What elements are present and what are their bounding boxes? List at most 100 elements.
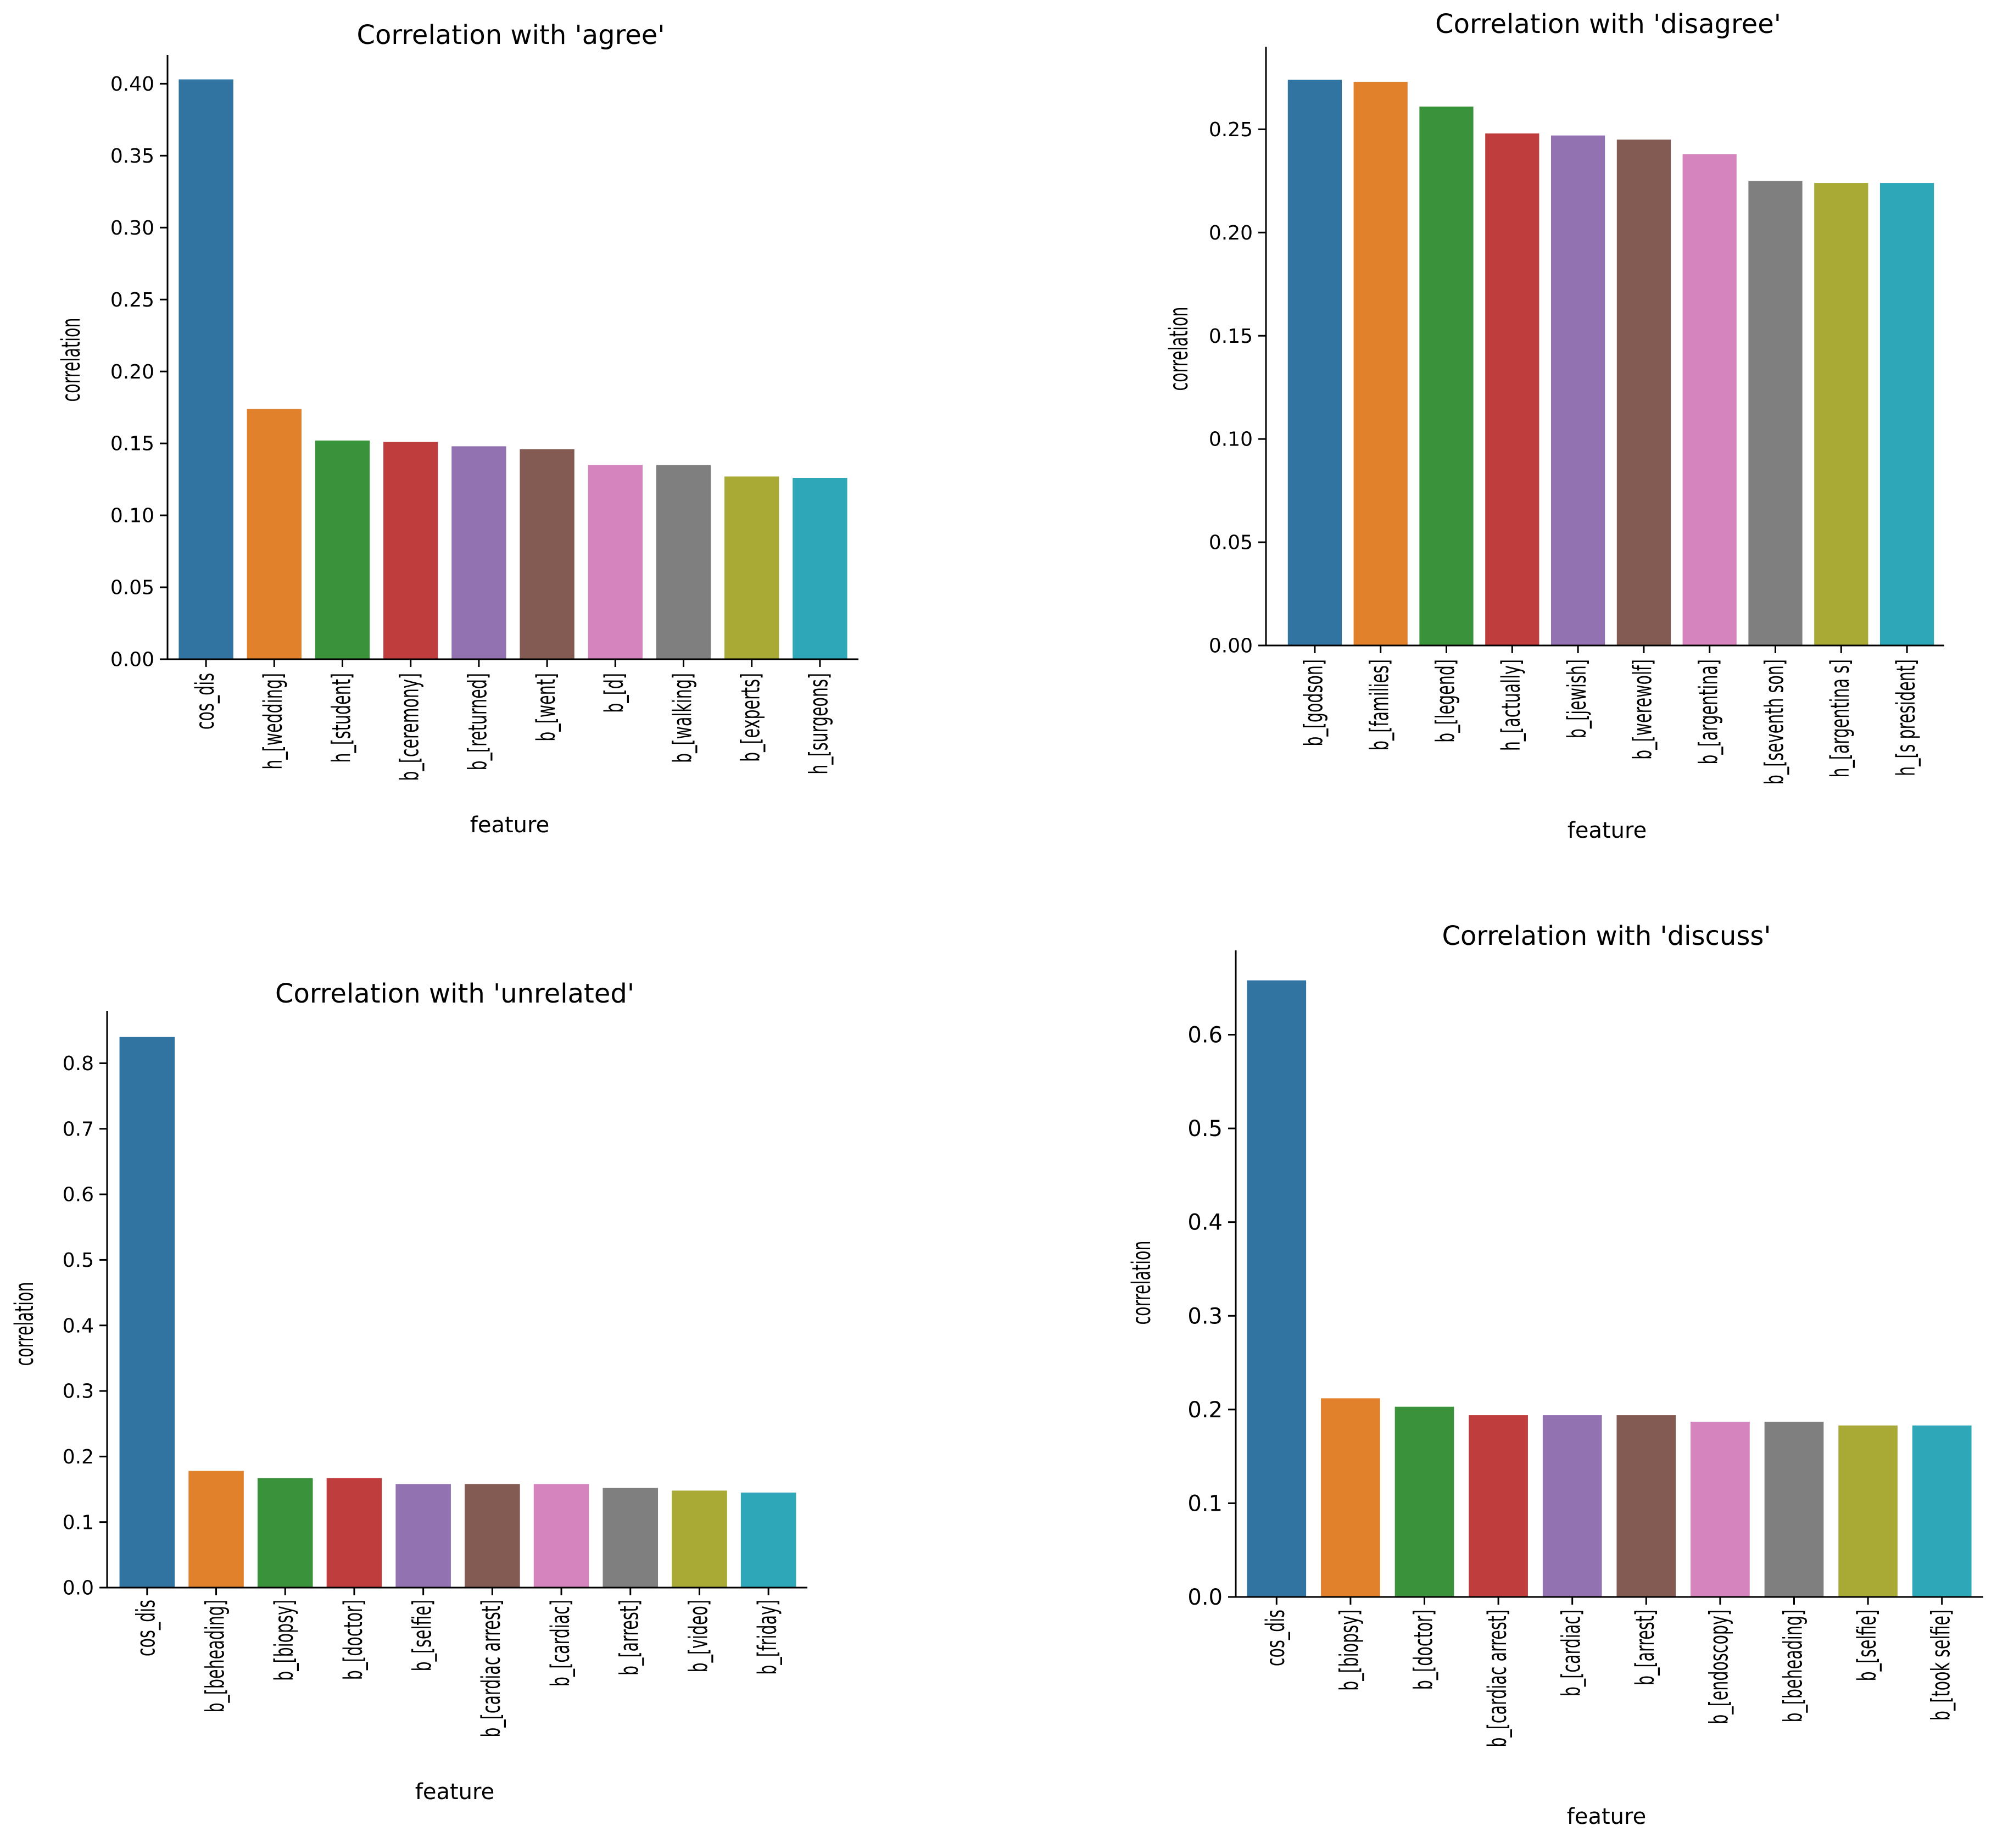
y-tick-label: 0.2 bbox=[1187, 1398, 1223, 1423]
y-tick-label: 0.25 bbox=[1209, 119, 1253, 141]
x-tick-label: b_[took selfie] bbox=[1926, 1610, 1956, 1721]
x-tick-label: b_[families] bbox=[1365, 659, 1394, 750]
bar-2 bbox=[1394, 1406, 1454, 1597]
bar-2 bbox=[1419, 107, 1474, 645]
x-tick-label: b_[cardiac] bbox=[546, 1600, 576, 1686]
chart-discuss: Correlation with 'discuss' correlation f… bbox=[1127, 921, 1983, 1829]
axes bbox=[166, 55, 858, 660]
bar-3 bbox=[326, 1478, 382, 1588]
bar-8 bbox=[1814, 183, 1868, 645]
bar-3 bbox=[1485, 133, 1539, 646]
y-tick-label: 0.20 bbox=[1209, 222, 1253, 244]
bar-5 bbox=[520, 449, 574, 659]
y-tick-label: 0.6 bbox=[63, 1184, 94, 1206]
bar-1 bbox=[1353, 81, 1408, 646]
x-tick-label: b_[ceremony] bbox=[395, 673, 425, 781]
y-tick-label: 0.00 bbox=[1209, 635, 1253, 658]
bar-6 bbox=[588, 465, 643, 659]
bar-0 bbox=[1287, 80, 1342, 645]
x-tick-label: b_[arrest] bbox=[615, 1600, 644, 1676]
bar-4 bbox=[451, 446, 506, 659]
bar-4 bbox=[1542, 1415, 1602, 1597]
x-tick-label: b_[doctor] bbox=[339, 1600, 369, 1680]
y-tick-label: 0.3 bbox=[1187, 1304, 1223, 1329]
x-tick-label: b_[argentina] bbox=[1694, 659, 1723, 765]
bars bbox=[1287, 80, 1934, 646]
x-axis-label: feature bbox=[1567, 1804, 1646, 1829]
x-tick-label: b_[jewish] bbox=[1563, 659, 1592, 738]
bar-1 bbox=[188, 1471, 244, 1588]
bar-8 bbox=[724, 476, 779, 659]
x-tick-label: b_[d] bbox=[600, 673, 629, 713]
x-tick-label: b_[beheading] bbox=[200, 1600, 230, 1713]
x-tick-label: b_[werewolf] bbox=[1628, 659, 1658, 760]
bar-9 bbox=[1912, 1425, 1972, 1597]
y-tick-label: 0.5 bbox=[1187, 1116, 1223, 1142]
x-tick-label: b_[godson] bbox=[1299, 659, 1329, 747]
chart-disagree: Correlation with 'disagree' correlation … bbox=[1164, 9, 1944, 843]
bar-0 bbox=[1247, 980, 1307, 1597]
bar-6 bbox=[533, 1484, 589, 1588]
bar-7 bbox=[1764, 1422, 1824, 1597]
bar-3 bbox=[1469, 1415, 1528, 1597]
x-tick-label: b_[video] bbox=[684, 1600, 713, 1673]
x-tick-label: cos_dis bbox=[132, 1600, 161, 1656]
y-axis-label: correlation bbox=[1127, 1240, 1157, 1324]
x-tick-label: b_[experts] bbox=[736, 673, 766, 762]
bars bbox=[1247, 980, 1972, 1597]
chart-agree: Correlation with 'agree' correlation fea… bbox=[57, 20, 858, 838]
y-tick-label: 0.3 bbox=[63, 1381, 94, 1403]
x-ticks: cos_dis b_[beheading] b_[biopsy] b_[doctor]… bbox=[132, 1588, 783, 1738]
y-tick-label: 0.8 bbox=[63, 1053, 94, 1075]
bar-3 bbox=[383, 442, 438, 659]
x-tick-label: cos_dis bbox=[1261, 1610, 1291, 1666]
x-axis-label: feature bbox=[1568, 818, 1647, 843]
bar-4 bbox=[395, 1484, 451, 1588]
y-tick-label: 0.4 bbox=[63, 1315, 94, 1337]
y-tick-label: 0.1 bbox=[63, 1511, 94, 1534]
x-tick-label: h_[wedding] bbox=[259, 673, 288, 770]
y-tick-label: 0.4 bbox=[1187, 1210, 1223, 1235]
y-tick-label: 0.30 bbox=[110, 217, 154, 240]
y-ticks: 0.00 0.05 0.10 0.15 0.20 0.25 0.30 0.35 0.40 bbox=[110, 73, 168, 671]
x-tick-label: h_[actually] bbox=[1497, 659, 1526, 751]
bar-0 bbox=[119, 1037, 175, 1588]
bars bbox=[119, 1037, 796, 1588]
x-tick-label: h_[surgeons] bbox=[805, 673, 834, 775]
y-tick-label: 0.35 bbox=[110, 145, 154, 168]
x-tick-label: b_[friday] bbox=[753, 1600, 783, 1675]
x-tick-label: h_[student] bbox=[327, 673, 356, 763]
x-tick-label: b_[cardiac arrest] bbox=[477, 1600, 506, 1738]
y-tick-label: 0.05 bbox=[1209, 532, 1253, 554]
x-tick-label: h_[s president] bbox=[1892, 659, 1921, 776]
bar-5 bbox=[465, 1484, 520, 1588]
y-tick-label: 0.0 bbox=[1187, 1585, 1223, 1610]
x-tick-label: b_[returned] bbox=[464, 673, 493, 770]
bar-6 bbox=[1682, 154, 1737, 646]
x-tick-label: b_[endoscopy] bbox=[1705, 1610, 1734, 1724]
x-tick-label: b_[cardiac] bbox=[1557, 1610, 1586, 1696]
chart-title: Correlation with 'unrelated' bbox=[275, 978, 634, 1009]
x-tick-label: b_[legend] bbox=[1431, 659, 1460, 743]
x-ticks: cos_dis h_[wedding] h_[student] b_[ceremony… bbox=[191, 659, 834, 781]
y-tick-label: 0.25 bbox=[110, 289, 154, 311]
x-tick-label: b_[beheading] bbox=[1778, 1610, 1808, 1723]
y-axis-label: correlation bbox=[10, 1282, 40, 1366]
y-tick-label: 0.15 bbox=[1209, 325, 1253, 348]
y-axis-label: correlation bbox=[1164, 307, 1194, 391]
x-axis-label: feature bbox=[415, 1779, 494, 1805]
x-tick-label: b_[went] bbox=[532, 673, 561, 742]
y-axis-label: correlation bbox=[57, 318, 86, 402]
bar-0 bbox=[178, 79, 233, 659]
y-tick-label: 0.7 bbox=[63, 1118, 94, 1140]
chart-title: Correlation with 'disagree' bbox=[1435, 9, 1781, 40]
y-tick-label: 0.10 bbox=[1209, 428, 1253, 451]
x-ticks: cos_dis b_[biopsy] b_[doctor] b_[cardiac ar… bbox=[1261, 1597, 1956, 1747]
x-tick-label: b_[seventh son] bbox=[1760, 659, 1789, 784]
bars bbox=[178, 79, 847, 659]
y-tick-label: 0.1 bbox=[1187, 1491, 1223, 1516]
x-tick-label: cos_dis bbox=[191, 673, 220, 730]
x-tick-label: b_[arrest] bbox=[1631, 1610, 1660, 1685]
x-tick-label: b_[selfie] bbox=[408, 1600, 437, 1671]
x-tick-label: b_[biopsy] bbox=[270, 1600, 299, 1681]
